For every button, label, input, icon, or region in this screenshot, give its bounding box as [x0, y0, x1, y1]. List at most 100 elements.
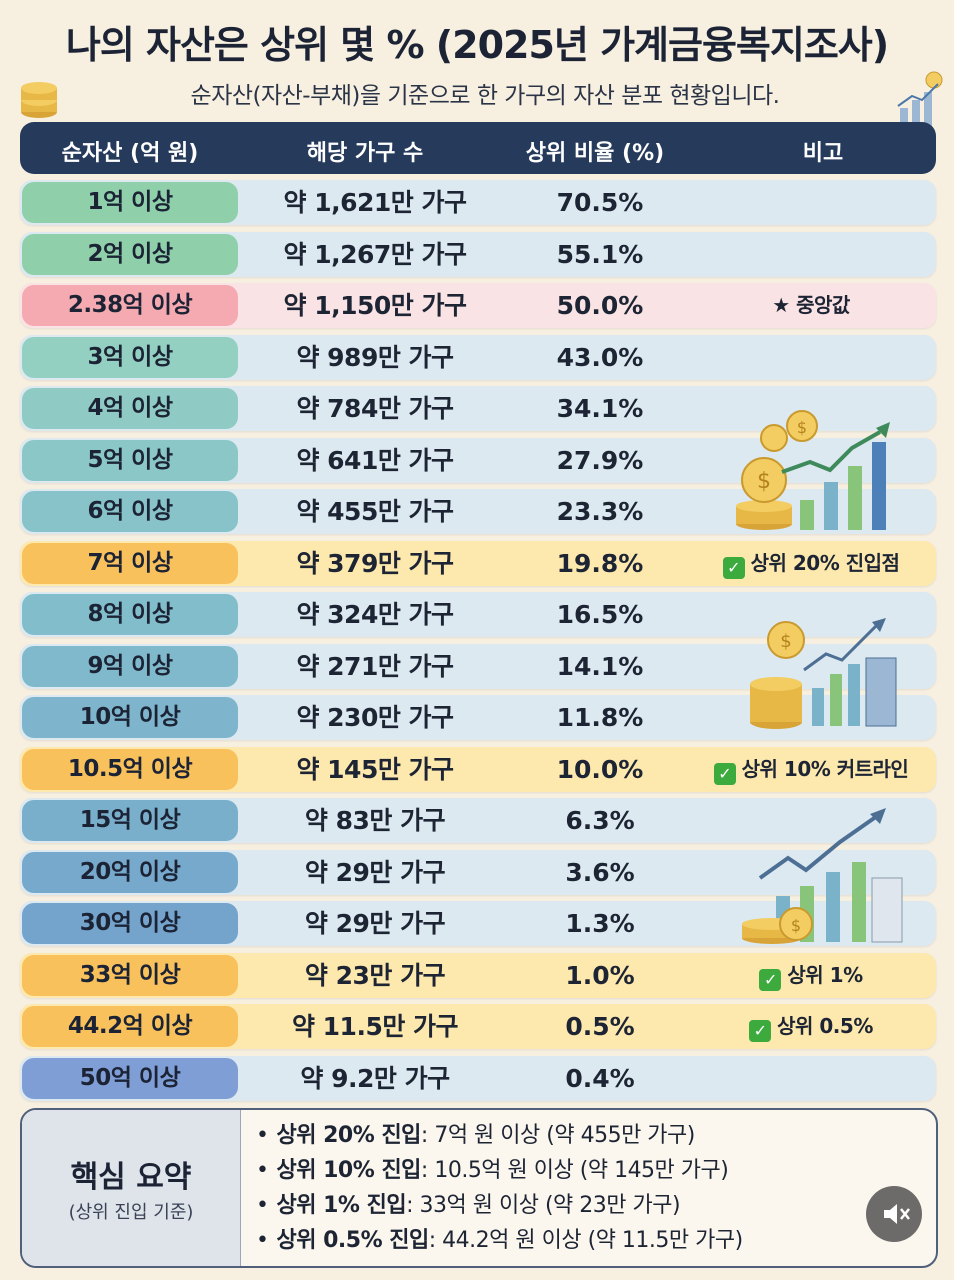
household-count: 약 29만 가구	[304, 857, 446, 887]
top-percentage: 6.3%	[565, 806, 635, 835]
table-row: 2억 이상 약 1,267만 가구 55.1%	[20, 231, 936, 277]
top-percentage: 0.4%	[565, 1063, 635, 1093]
summary-item-text: : 44.2억 원 이상 (약 11.5만 가구)	[428, 1228, 743, 1253]
svg-text:$: $	[780, 631, 791, 652]
table-row: 15억 이상 약 83만 가구 6.3%	[20, 798, 936, 843]
row-note-text: ★ 중앙값	[772, 293, 850, 317]
top-percentage: 43.0%	[556, 342, 644, 372]
household-count: 약 989만 가구	[296, 342, 454, 372]
table-row: 10.5억 이상 약 145만 가구 10.0% ✓ 상위 10% 커트라인	[20, 746, 936, 792]
summary-item: • 상위 1% 진입: 33억 원 이상 (약 23만 가구)	[256, 1193, 681, 1218]
table-row: 1억 이상 약 1,621만 가구 70.5%	[20, 180, 936, 225]
summary-item-text: : 10.5억 원 이상 (약 145만 가구)	[420, 1158, 729, 1183]
household-count: 약 1,267만 가구	[283, 239, 468, 269]
summary-item: • 상위 20% 진입: 7억 원 이상 (약 455만 가구)	[256, 1123, 695, 1148]
household-count: 약 379만 가구	[296, 548, 454, 578]
household-count: 약 1,150만 가구	[283, 291, 468, 320]
top-percentage: 19.8%	[556, 548, 644, 578]
summary-title: 핵심 요약	[70, 1160, 192, 1195]
page-title: 나의 자산은 상위 몇 % (2025년 가계금융복지조사)	[65, 23, 889, 67]
check-mark-icon: ✓	[713, 762, 736, 785]
household-count: 약 9.2만 가구	[300, 1063, 450, 1093]
asset-threshold: 10.5억 이상	[22, 748, 238, 790]
table-row: 3억 이상 약 989만 가구 43.0%	[20, 334, 936, 380]
asset-threshold: 44.2억 이상	[22, 1006, 238, 1047]
row-note-text: 상위 0.5%	[777, 1014, 873, 1038]
row-note: ✓ 상위 1%	[686, 953, 936, 998]
check-mark-icon: ✓	[722, 556, 745, 579]
summary-item-label: 상위 10% 진입	[276, 1158, 421, 1183]
row-note: ✓ 상위 20% 진입점	[686, 541, 936, 586]
header-note: 비고	[802, 141, 844, 166]
top-percentage: 0.5%	[565, 1012, 635, 1041]
coins-buildings-chart-icon: $	[750, 618, 897, 729]
top-percentage: 10.0%	[556, 754, 644, 784]
asset-threshold: 7억 이상	[22, 542, 238, 584]
summary-item-text: : 33억 원 이상 (약 23만 가구)	[406, 1193, 681, 1218]
summary-subtitle: (상위 진입 기준)	[68, 1202, 194, 1223]
row-note-text: 상위 20% 진입점	[750, 550, 900, 575]
coins-growth-chart-icon: $ $	[736, 410, 890, 530]
asset-threshold: 8억 이상	[22, 594, 238, 635]
top-percentage: 16.5%	[556, 600, 644, 629]
asset-threshold: 1억 이상	[22, 182, 238, 223]
top-percentage: 23.3%	[556, 497, 644, 526]
table-row: 7억 이상 약 379만 가구 19.8% ✓ 상위 20% 진입점	[20, 540, 936, 586]
summary-item: • 상위 10% 진입: 10.5억 원 이상 (약 145만 가구)	[256, 1158, 729, 1183]
summary-label-panel: 핵심 요약 (상위 진입 기준)	[22, 1110, 241, 1266]
asset-threshold: 5억 이상	[22, 439, 238, 481]
svg-text:$: $	[797, 418, 807, 437]
household-count: 약 271만 가구	[296, 651, 454, 681]
check-mark-icon: ✓	[749, 1020, 772, 1042]
coins-bar-chart-icon: $	[742, 808, 903, 944]
asset-threshold: 20억 이상	[22, 851, 238, 893]
top-percentage: 3.6%	[565, 857, 635, 887]
svg-text:$: $	[757, 469, 771, 494]
top-percentage: 50.0%	[556, 291, 644, 320]
asset-threshold: 3억 이상	[22, 336, 238, 378]
asset-threshold: 9억 이상	[22, 645, 238, 687]
household-count: 약 83만 가구	[304, 806, 446, 835]
table-row: 44.2억 이상 약 11.5만 가구 0.5% ✓ 상위 0.5%	[20, 1004, 936, 1049]
household-count: 약 29만 가구	[304, 909, 446, 938]
svg-text:$: $	[791, 916, 801, 935]
asset-threshold: 2억 이상	[22, 233, 238, 275]
household-count: 약 324만 가구	[296, 600, 454, 629]
header-households: 해당 가구 수	[306, 141, 424, 166]
top-percentage: 1.0%	[565, 960, 635, 990]
asset-threshold: 15억 이상	[22, 800, 238, 841]
top-percentage: 14.1%	[556, 651, 644, 681]
top-percentage: 11.8%	[556, 703, 644, 732]
asset-threshold: 30억 이상	[22, 903, 238, 944]
top-percentage: 34.1%	[556, 394, 644, 423]
asset-threshold: 2.38억 이상	[22, 285, 238, 326]
row-note: ✓ 상위 0.5%	[686, 1004, 936, 1049]
mute-button[interactable]	[866, 1186, 922, 1242]
header-percentile: 상위 비율 (%)	[525, 141, 665, 166]
asset-threshold: 10억 이상	[22, 697, 238, 738]
household-count: 약 641만 가구	[296, 445, 454, 475]
top-percentage: 27.9%	[556, 445, 644, 475]
asset-threshold: 6억 이상	[22, 491, 238, 532]
table-row: 33억 이상 약 23만 가구 1.0% ✓ 상위 1%	[20, 952, 936, 998]
household-count: 약 145만 가구	[296, 754, 454, 784]
summary-item: • 상위 0.5% 진입: 44.2억 원 이상 (약 11.5만 가구)	[256, 1228, 743, 1253]
top-percentage: 1.3%	[565, 909, 635, 938]
check-mark-icon: ✓	[759, 968, 782, 991]
household-count: 약 1,621만 가구	[283, 188, 468, 217]
table-row: 2.38억 이상 약 1,150만 가구 50.0% ★ 중앙값	[20, 283, 936, 328]
row-note: ★ 중앙값	[686, 283, 936, 328]
summary-item-text: : 7억 원 이상 (약 455만 가구)	[420, 1123, 695, 1148]
asset-threshold: 4억 이상	[22, 388, 238, 429]
summary-box: 핵심 요약 (상위 진입 기준) • 상위 20% 진입: 7억 원 이상 (약 …	[20, 1108, 938, 1268]
asset-threshold: 33억 이상	[22, 954, 238, 996]
growth-chart-icon	[897, 71, 943, 126]
asset-threshold: 50억 이상	[22, 1057, 238, 1099]
header-asset: 순자산 (억 원)	[61, 141, 199, 166]
row-note-text: 상위 1%	[787, 962, 863, 987]
row-note: ✓ 상위 10% 커트라인	[686, 747, 936, 792]
table-row: 4억 이상 약 784만 가구 34.1%	[20, 386, 936, 431]
speaker-mute-icon	[884, 1204, 910, 1224]
top-percentage: 55.1%	[556, 239, 644, 269]
table-row: 50억 이상 약 9.2만 가구 0.4%	[20, 1055, 936, 1101]
